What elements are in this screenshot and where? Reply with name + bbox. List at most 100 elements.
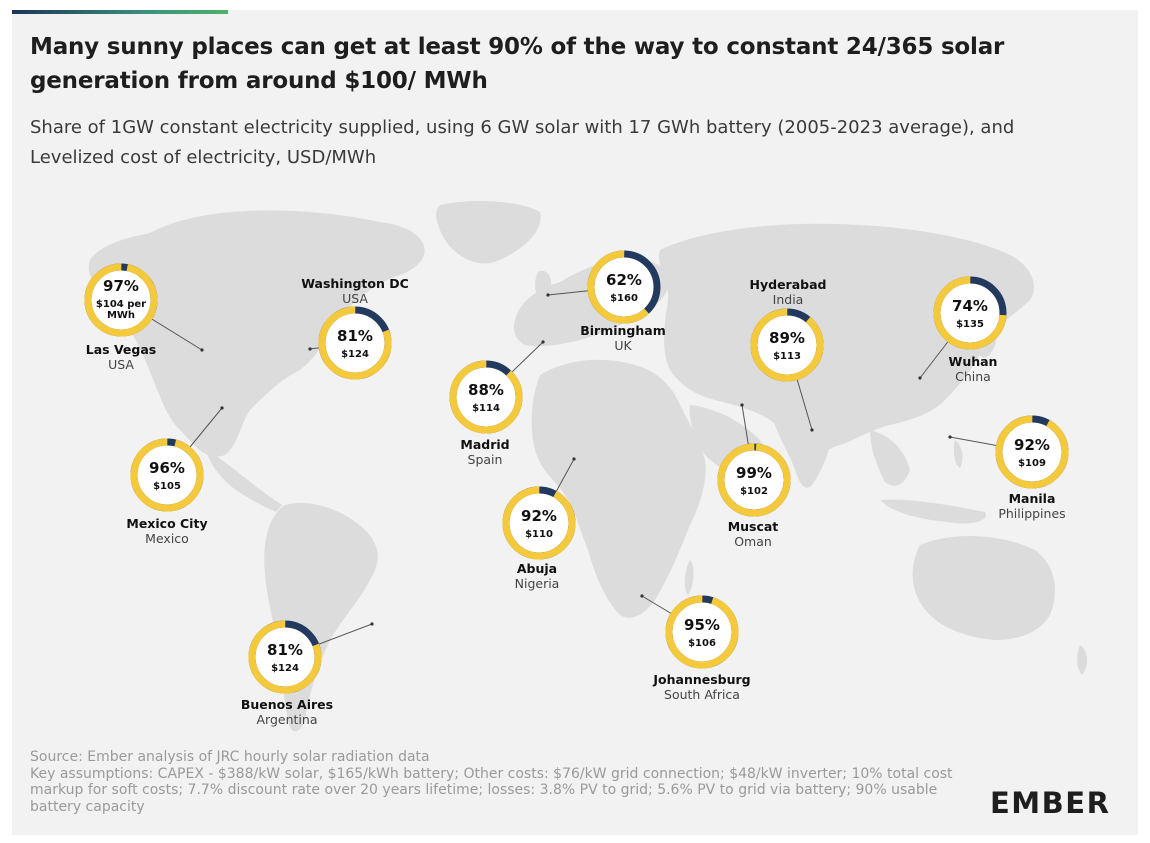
ring-hyderabad: 89% $113 (750, 308, 824, 382)
country-name-wuhan: China (955, 369, 991, 384)
ring-solar-madrid (449, 360, 523, 434)
city-rings: 97% $104 per MWh 81% $124 96% $105 81% $124 62% $1… (84, 250, 1069, 694)
ring-johannesburg: 95% $106 (665, 595, 739, 669)
country-name-manila: Philippines (998, 506, 1065, 521)
ring-solar-mexico-city (130, 438, 204, 512)
assumptions-note: Key assumptions: CAPEX - $388/kW solar, … (30, 765, 953, 815)
ring-disc-hyderabad (750, 308, 824, 382)
cost-label-wuhan: $135 (956, 319, 984, 330)
country-name-birmingham: UK (614, 338, 632, 353)
share-label-hyderabad: 89% (769, 329, 805, 347)
ring-solar-muscat (717, 443, 791, 517)
ring-solar-las-vegas (84, 263, 158, 337)
ring-disc-birmingham (587, 250, 661, 324)
ring-abuja: 92% $110 (502, 486, 576, 560)
city-name-manila: Manila (1009, 491, 1056, 506)
ring-buenos-aires: 81% $124 (248, 620, 322, 694)
ring-disc-johannesburg (665, 595, 739, 669)
accent-bar (12, 10, 228, 14)
share-label-mexico-city: 96% (149, 459, 185, 477)
ring-manila: 92% $109 (995, 415, 1069, 489)
city-name-buenos-aires: Buenos Aires (241, 697, 333, 712)
ring-madrid: 88% $114 (449, 360, 523, 434)
ember-logo: EMBER (990, 786, 1111, 820)
country-name-muscat: Oman (734, 534, 772, 549)
land-madagascar (684, 560, 694, 595)
chart-subtitle: Share of 1GW constant electricity suppli… (30, 117, 1015, 168)
land-north-america (88, 210, 425, 457)
land-india (775, 405, 831, 488)
pin-hyderabad (810, 428, 814, 432)
ring-disc-mexico-city (130, 438, 204, 512)
cost-label-manila: $109 (1018, 458, 1046, 469)
ring-solar-johannesburg (665, 595, 739, 669)
cost-label-buenos-aires: $124 (271, 663, 299, 674)
city-name-las-vegas: Las Vegas (86, 342, 156, 357)
share-label-wuhan: 74% (952, 297, 988, 315)
ring-birmingham: 62% $160 (587, 250, 661, 324)
country-name-abuja: Nigeria (515, 576, 560, 591)
city-name-muscat: Muscat (728, 519, 779, 534)
pin-madrid (541, 340, 545, 344)
cost-label-hyderabad: $113 (773, 351, 801, 362)
ring-disc-manila (995, 415, 1069, 489)
pin-abuja (572, 457, 576, 461)
ring-disc-muscat (717, 443, 791, 517)
country-name-johannesburg: South Africa (664, 687, 740, 702)
ring-muscat: 99% $102 (717, 443, 791, 517)
land-southeast-asia (870, 430, 910, 486)
share-label-abuja: 92% (521, 507, 557, 525)
country-name-hyderabad: India (773, 292, 804, 307)
cost-label-mexico-city: $105 (153, 481, 181, 492)
ring-disc-washington-dc (318, 306, 392, 380)
cost-label-washington-dc: $124 (341, 349, 369, 360)
city-name-hyderabad: Hyderabad (750, 277, 827, 292)
ring-solar-buenos-aires (248, 620, 322, 694)
cost-label-birmingham: $160 (610, 293, 638, 304)
country-name-madrid: Spain (468, 452, 503, 467)
country-name-las-vegas: USA (108, 357, 134, 372)
city-name-johannesburg: Johannesburg (652, 672, 750, 687)
cost-label-johannesburg: $106 (688, 638, 716, 649)
ring-solar-washington-dc (318, 306, 392, 380)
land-asia (658, 223, 1034, 466)
city-name-mexico-city: Mexico City (126, 516, 207, 531)
country-name-mexico-city: Mexico (145, 531, 189, 546)
share-label-muscat: 99% (736, 464, 772, 482)
share-label-washington-dc: 81% (337, 327, 373, 345)
pin-washington-dc (308, 347, 312, 351)
pin-buenos-aires (370, 622, 374, 626)
ring-disc-madrid (449, 360, 523, 434)
ring-disc-wuhan (933, 276, 1007, 350)
pin-las-vegas (200, 348, 204, 352)
pin-johannesburg (640, 594, 644, 598)
ring-wuhan: 74% $135 (933, 276, 1007, 350)
land-new-zealand (1077, 645, 1088, 675)
country-name-washington-dc: USA (342, 291, 368, 306)
ring-disc-buenos-aires (248, 620, 322, 694)
ring-solar-birmingham (587, 250, 661, 324)
land-masses (88, 200, 1088, 732)
land-australia (912, 535, 1055, 640)
cost-label-abuja: $110 (525, 529, 553, 540)
land-africa (531, 359, 706, 618)
ring-mexico-city: 96% $105 (130, 438, 204, 512)
cost-label-las-vegas: $104 per MWh (96, 299, 146, 321)
city-name-washington-dc: Washington DC (301, 276, 409, 291)
pin-birmingham (546, 293, 550, 297)
cost-label-madrid: $114 (472, 403, 500, 414)
share-label-birmingham: 62% (606, 271, 642, 289)
pin-muscat (740, 403, 744, 407)
share-label-madrid: 88% (468, 381, 504, 399)
land-indonesia (880, 499, 986, 524)
ring-las-vegas: 97% $104 per MWh (84, 263, 158, 337)
share-label-las-vegas: 97% (103, 277, 139, 295)
pin-mexico-city (220, 406, 224, 410)
pin-manila (948, 435, 952, 439)
land-central-america (205, 448, 282, 512)
ring-solar-wuhan (933, 276, 1007, 350)
city-name-birmingham: Birmingham (580, 323, 666, 338)
share-label-buenos-aires: 81% (267, 641, 303, 659)
pin-wuhan (918, 376, 922, 380)
